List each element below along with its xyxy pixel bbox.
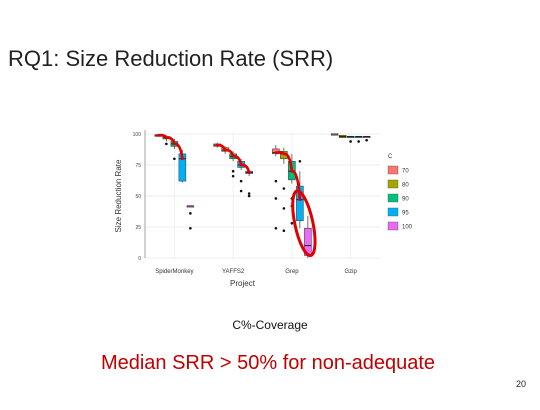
page-number: 20 <box>515 379 526 389</box>
y-tick-label: 25 <box>135 225 141 231</box>
outlier-point <box>349 140 352 143</box>
outlier-point <box>274 197 278 200</box>
outlier-point <box>189 212 192 215</box>
outlier-point <box>165 142 168 146</box>
outlier-point <box>239 189 243 193</box>
legend: C 70 80 90 95 100 <box>387 154 413 231</box>
outlier-point <box>231 174 235 178</box>
outlier-point <box>239 179 243 183</box>
coverage-caption: C%-Coverage <box>232 318 308 332</box>
x-tick-label: SpiderMonkey <box>155 269 193 275</box>
trend-curve-grep <box>274 151 302 202</box>
outlier-point <box>357 140 360 143</box>
x-tick-label: YAFFS2 <box>222 269 245 275</box>
legend-label-100: 100 <box>402 225 413 231</box>
outlier-point <box>247 194 251 198</box>
trend-curve-spidermonkey <box>157 133 184 161</box>
outlier-point <box>282 187 286 190</box>
y-axis-label: Size Reduction Rate <box>114 159 123 232</box>
legend-swatch-70 <box>387 165 399 175</box>
box-grep-95 <box>296 185 304 222</box>
legend-label-70: 70 <box>402 169 409 175</box>
outlier-point <box>173 157 176 161</box>
slide-title: RQ1: Size Reduction Rate (SRR) <box>8 46 334 71</box>
outlier-point <box>247 192 251 195</box>
y-tick-label: 75 <box>135 163 141 169</box>
outlier-point <box>298 159 302 163</box>
axes: 0 25 50 75 100 SpiderMonkey YAFFS2 Grep Gzip Proj… <box>114 130 357 288</box>
outlier-point <box>274 179 278 183</box>
legend-swatch-100 <box>387 221 399 231</box>
outlier-point <box>274 226 278 230</box>
x-tick-label: Gzip <box>344 269 357 275</box>
x-tick-label: Grep <box>285 269 299 275</box>
legend-swatch-90 <box>387 193 399 203</box>
outlier-marks <box>165 138 368 233</box>
outlier-point <box>365 138 368 142</box>
legend-label-80: 80 <box>402 183 409 189</box>
annotations <box>157 133 317 258</box>
outlier-point <box>282 229 286 233</box>
y-tick-label: 50 <box>135 194 141 200</box>
trend-curve-yaffs2 <box>215 143 251 174</box>
outlier-point <box>189 226 192 230</box>
outlier-point <box>231 169 235 173</box>
legend-title: C <box>388 154 393 160</box>
conclusion-text: Median SRR > 50% for non-adequate <box>100 352 436 374</box>
y-tick-label: 0 <box>138 256 141 262</box>
y-tick-label: 100 <box>133 132 142 138</box>
highlight-ellipse-grep <box>291 189 317 258</box>
outlier-point <box>282 207 286 210</box>
legend-swatch-95 <box>387 207 399 217</box>
x-axis-label: Project <box>230 279 256 288</box>
legend-label-90: 90 <box>402 197 409 203</box>
legend-swatch-80 <box>387 179 399 189</box>
legend-label-95: 95 <box>402 211 409 217</box>
outlier-point <box>290 221 294 225</box>
